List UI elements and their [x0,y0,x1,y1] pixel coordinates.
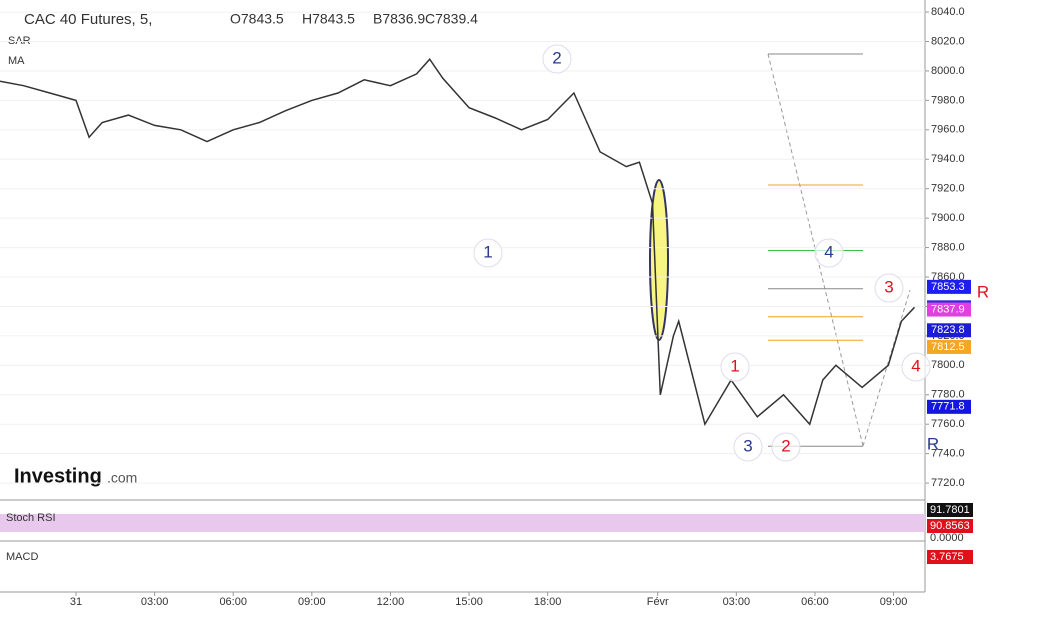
chart-title: CAC 40 Futures, 5, [24,11,152,28]
wave-circle [874,273,904,303]
panel-label: 90.8563 [930,520,970,532]
panel-label: 91.7801 [930,504,970,516]
macd-name: MACD [6,551,38,563]
wave-circle [814,238,844,268]
wave-label: 1 [483,242,492,261]
y-tick-label: 7780.0 [931,389,965,401]
wave-label: 3 [743,436,752,455]
x-tick-label: 03:00 [141,596,169,608]
panel-label-box [927,550,973,564]
logo: .com [107,470,137,486]
price-label: 7837.9 [931,303,965,315]
wave-label: 2 [781,436,790,455]
x-tick-label: 18:00 [534,596,562,608]
price-label-box [927,302,971,317]
y-tick-label: 7900.0 [931,212,965,224]
price-label: 7823.8 [931,324,965,336]
stoch-name: Stoch RSI [6,512,56,524]
x-tick-label: Févr [647,596,669,608]
y-tick-label: 7800.0 [931,359,965,371]
price-label-box [927,279,971,294]
y-tick-label: 7720.0 [931,477,965,489]
y-tick-label: 7920.0 [931,183,965,195]
price-label-box [927,339,971,354]
wave-label: 4 [824,242,833,261]
x-tick-label: 31 [70,596,82,608]
wave-label: 1 [730,356,739,375]
wave-circle [901,352,931,382]
y-tick-label: 7960.0 [931,124,965,136]
panel-label-box [927,519,973,533]
price-label: 7853.3 [931,281,965,293]
stoch-band [0,514,925,532]
wave-circle [473,238,503,268]
y-tick-label: 7880.0 [931,241,965,253]
price-line [0,57,916,427]
y-tick-label: 7740.0 [931,448,965,460]
ohlc: C7839.4 [425,11,478,27]
y-tick-label: 8000.0 [931,65,965,77]
highlight-ellipse [649,179,669,341]
y-tick-label: 8020.0 [931,35,965,47]
x-tick-label: 12:00 [377,596,405,608]
price-label: 7771.8 [931,401,965,413]
x-tick-label: 15:00 [455,596,483,608]
wave-circle [733,432,763,462]
y-tick-label: 7940.0 [931,153,965,165]
wave-circle [720,352,750,382]
panel-label-box [927,503,973,517]
wave-label: R [927,434,939,453]
wave-label: R [977,282,989,301]
wave-label: 3 [884,277,893,296]
ohlc: B7836.9 [373,11,425,27]
panel-label: 3.7675 [930,551,964,563]
x-tick-label: 06:00 [219,596,247,608]
fib-line [767,53,864,447]
x-tick-label: 09:00 [880,596,908,608]
logo: Investing [14,465,102,487]
y-tick-label: 8040.0 [931,6,965,18]
y-tick-label: 7980.0 [931,94,965,106]
indicator-label: MA [8,55,25,67]
wave-label: 4 [911,356,920,375]
x-tick-label: 09:00 [298,596,326,608]
ohlc: H7843.5 [302,11,355,27]
wave-circle [542,44,572,74]
fib-line [862,289,911,447]
x-tick-label: 06:00 [801,596,829,608]
indicator-label: SAR [8,35,31,47]
wave-circle [771,432,801,462]
wave-label: 2 [552,48,561,67]
ohlc: O7843.5 [230,11,284,27]
y-tick-label: 7760.0 [931,418,965,430]
panel-label: 0.0000 [930,532,964,544]
price-label: 7812.5 [931,341,965,353]
price-label-box [927,399,971,414]
x-tick-label: 03:00 [723,596,751,608]
price-label-box [927,323,971,338]
